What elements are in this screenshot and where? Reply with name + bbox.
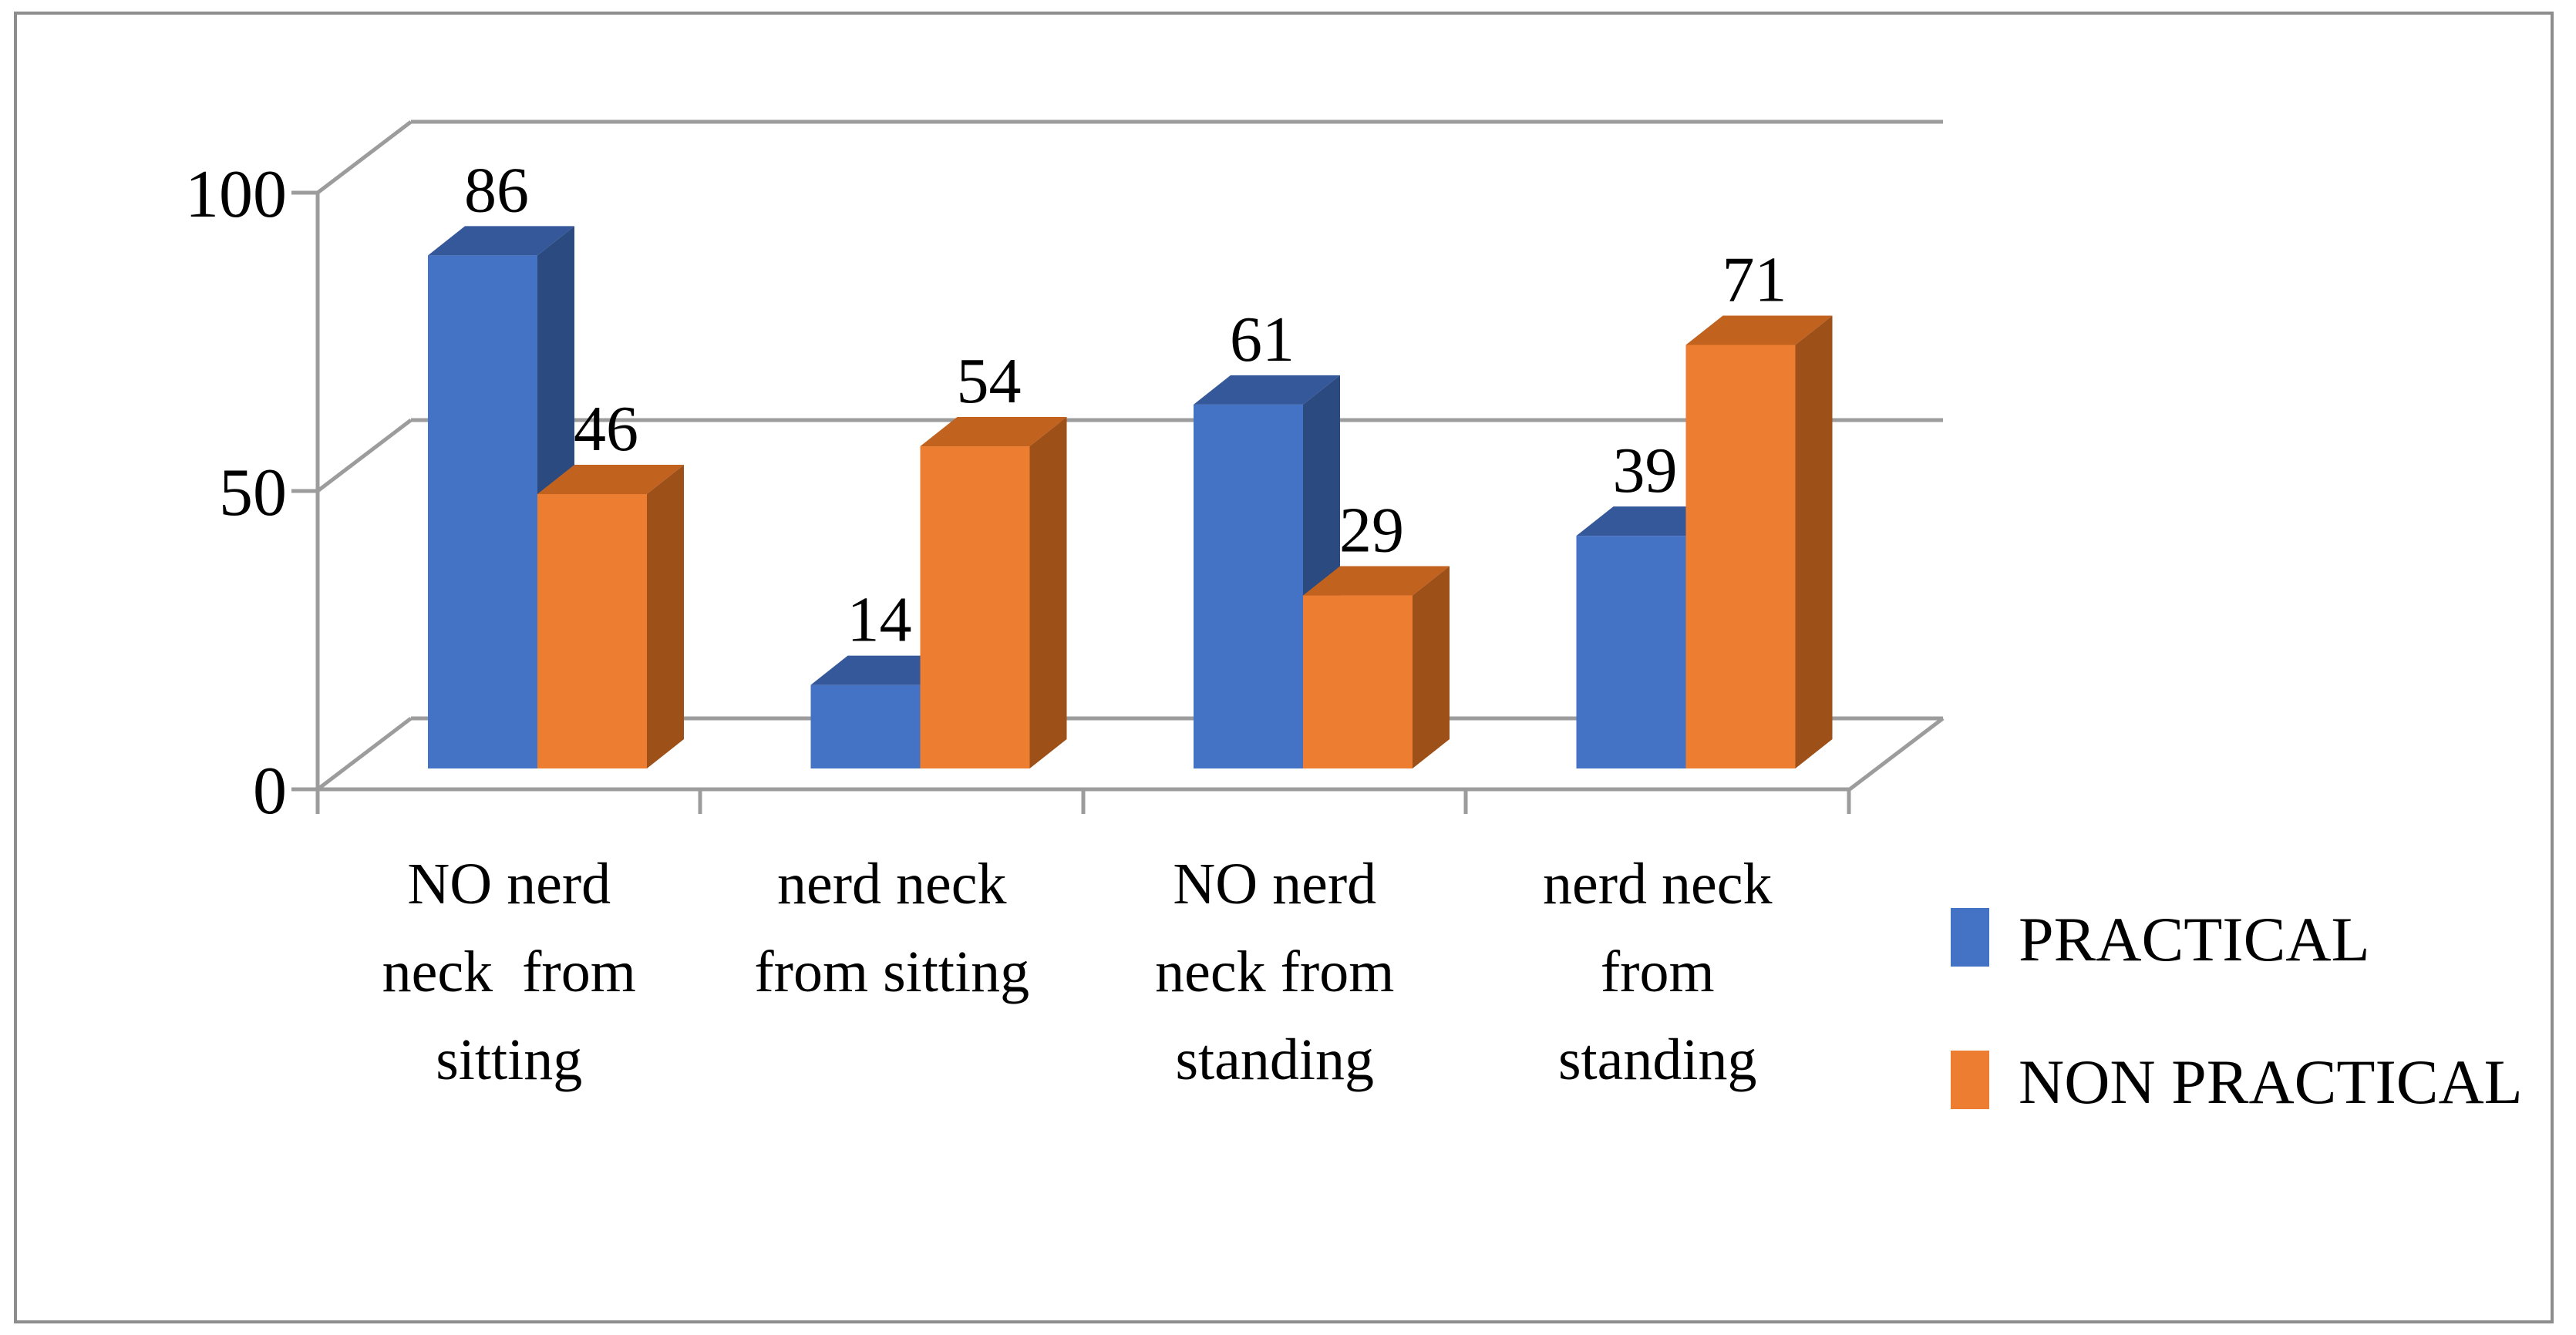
bar-top-face	[1685, 315, 1833, 345]
legend-label-practical: PRACTICAL	[2019, 904, 2370, 974]
bar-non-practical-cat2	[1303, 566, 1450, 768]
bars-layer	[428, 226, 1833, 769]
legend-swatch-practical	[1951, 908, 1989, 967]
bar-front-face	[1576, 536, 1686, 768]
legend-swatch-non-practical	[1951, 1051, 1989, 1109]
floor-left-diagonal	[316, 717, 412, 791]
bar-front-face	[810, 684, 921, 768]
data-label-non-practical-cat0: 46	[574, 393, 638, 465]
bar-top-face	[537, 464, 684, 494]
floor-right-diagonal	[1848, 717, 1945, 791]
bar-non-practical-cat0	[537, 464, 684, 768]
bar-top-face	[1194, 375, 1340, 405]
category-label-0: NO nerd neck from sitting	[382, 852, 636, 1092]
bar-non-practical-cat1	[920, 417, 1067, 768]
bar-front-face	[428, 255, 537, 768]
bar-top-face	[428, 226, 574, 256]
bar-front-face	[1303, 595, 1413, 768]
legend: PRACTICAL NON PRACTICAL	[1951, 904, 2523, 1117]
data-label-practical-cat3: 39	[1613, 435, 1678, 506]
bar-front-face	[1194, 404, 1303, 768]
data-label-non-practical-cat1: 54	[957, 345, 1022, 417]
bar-side-face	[647, 464, 684, 768]
bar-side-face	[1413, 566, 1450, 768]
bar-practical-cat2	[1194, 375, 1340, 768]
category-label-2: NO nerd neck from standing	[1155, 852, 1394, 1092]
bar-top-face	[1303, 566, 1450, 596]
bar-front-face	[920, 446, 1030, 768]
ytick-label-100: 100	[185, 157, 287, 232]
bar-non-practical-cat3	[1685, 315, 1833, 769]
data-label-practical-cat1: 14	[847, 584, 912, 656]
data-label-practical-cat2: 61	[1230, 304, 1295, 375]
bar-side-face	[1795, 315, 1833, 769]
bar-front-face	[537, 493, 647, 768]
category-axis-labels: NO nerd neck from sitting nerd neck from sit…	[382, 852, 1773, 1092]
leftwall-diagonal-50	[316, 419, 412, 493]
ytick-label-0: 0	[253, 754, 287, 829]
data-label-non-practical-cat3: 71	[1722, 244, 1787, 315]
leftwall-diagonal-100	[316, 120, 412, 194]
category-label-3: nerd neck from standing	[1543, 852, 1773, 1092]
legend-label-non-practical: NON PRACTICAL	[2019, 1047, 2523, 1117]
data-labels-layer: 86 46 14 54 61 29 39 71	[464, 154, 1787, 655]
bar-side-face	[1029, 417, 1067, 768]
figure-border	[14, 12, 2554, 1323]
bar-top-face	[920, 417, 1067, 447]
ytick-label-50: 50	[219, 456, 287, 530]
value-axis-labels: 100 50 0	[185, 157, 287, 829]
data-label-non-practical-cat2: 29	[1339, 495, 1404, 567]
bar-front-face	[1685, 345, 1796, 769]
data-label-practical-cat0: 86	[464, 154, 529, 226]
category-label-1: nerd neck from sitting	[754, 852, 1029, 1004]
